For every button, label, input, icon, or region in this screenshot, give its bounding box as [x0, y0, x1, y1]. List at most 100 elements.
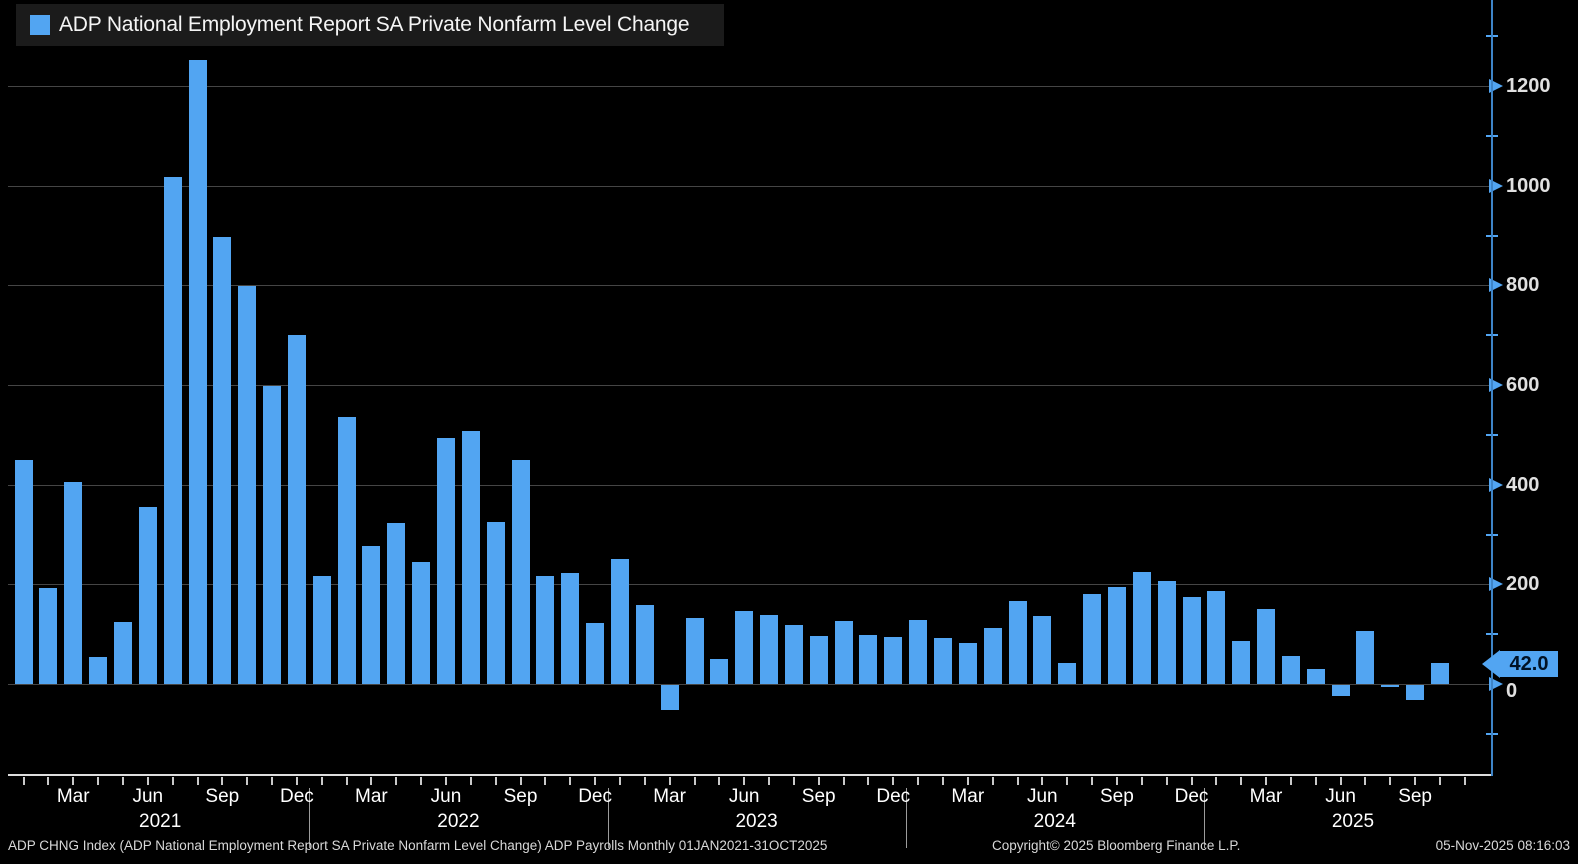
bar-sep-2021[interactable]: [213, 237, 232, 684]
bar-oct-2023[interactable]: [834, 620, 853, 684]
month-tick: [1091, 777, 1093, 785]
month-tick: [618, 777, 621, 785]
bar-jan-2023[interactable]: [610, 559, 629, 684]
bar-jun-2022[interactable]: [437, 437, 455, 684]
month-tick: [643, 777, 646, 785]
month-tick: [1165, 777, 1168, 785]
month-tick: [966, 777, 969, 785]
bar-mar-2022[interactable]: [362, 545, 381, 684]
bar-sep-2022[interactable]: [511, 460, 530, 684]
year-label: 2025: [1331, 811, 1375, 832]
month-tick: [519, 777, 522, 785]
month-label: Dec: [876, 786, 911, 807]
y-axis-tick-label: 800: [1506, 274, 1540, 297]
bar-jun-2021[interactable]: [138, 507, 157, 684]
month-tick: [1439, 777, 1441, 785]
bar-aug-2022[interactable]: [486, 522, 505, 684]
bar-jun-2025[interactable]: [1331, 685, 1350, 696]
bar-jan-2025[interactable]: [1207, 590, 1226, 684]
bar-dec-2023[interactable]: [884, 636, 903, 684]
grid-line-800: [8, 285, 1492, 287]
bar-feb-2024[interactable]: [934, 638, 952, 684]
bar-apr-2023[interactable]: [685, 618, 704, 684]
grid-line-1000: [8, 185, 1492, 187]
bar-dec-2021[interactable]: [287, 335, 306, 684]
grid-line-1200: [8, 86, 1492, 87]
month-tick: [1215, 777, 1218, 785]
month-label: Dec: [279, 786, 314, 807]
bar-mar-2025[interactable]: [1257, 609, 1275, 684]
bar-nov-2021[interactable]: [263, 385, 281, 684]
month-label: Sep: [503, 786, 538, 807]
bar-apr-2021[interactable]: [89, 657, 108, 684]
month-tick: [792, 777, 795, 785]
bar-apr-2025[interactable]: [1281, 655, 1300, 684]
month-label: Jun: [1325, 786, 1356, 807]
bar-sep-2024[interactable]: [1107, 587, 1126, 684]
bar-nov-2024[interactable]: [1157, 581, 1176, 684]
month-tick: [693, 777, 696, 785]
year-label: 2023: [735, 811, 778, 832]
bar-mar-2021[interactable]: [64, 482, 83, 684]
bar-jul-2022[interactable]: [461, 431, 480, 684]
bar-oct-2022[interactable]: [536, 575, 555, 684]
bar-jan-2022[interactable]: [312, 576, 331, 684]
grid-line-400: [8, 484, 1492, 486]
month-tick: [544, 777, 547, 785]
year-separator: [309, 788, 311, 848]
bar-may-2023[interactable]: [710, 659, 729, 684]
bar-may-2022[interactable]: [412, 561, 431, 684]
bar-oct-2025[interactable]: [1431, 663, 1449, 684]
month-label: Dec: [578, 786, 612, 807]
bar-jul-2024[interactable]: [1058, 662, 1077, 684]
month-tick: [370, 777, 373, 785]
month-label: Dec: [1174, 786, 1209, 807]
bar-feb-2023[interactable]: [635, 604, 654, 684]
bar-dec-2022[interactable]: [586, 623, 605, 684]
month-label: Sep: [1099, 786, 1134, 807]
bar-jun-2024[interactable]: [1033, 615, 1052, 684]
bar-jan-2021[interactable]: [14, 459, 33, 684]
bar-feb-2021[interactable]: [39, 588, 58, 684]
bar-jan-2024[interactable]: [909, 619, 928, 684]
bar-sep-2023[interactable]: [809, 635, 828, 684]
bar-aug-2023[interactable]: [784, 624, 803, 684]
bar-may-2021[interactable]: [113, 621, 132, 684]
y-axis-line: [1491, 0, 1493, 776]
bar-may-2024[interactable]: [1008, 600, 1027, 684]
month-label: Sep: [801, 786, 836, 807]
grid-line-0: [8, 684, 1492, 685]
month-label: Mar: [951, 786, 985, 807]
bar-jul-2023[interactable]: [760, 614, 778, 684]
bar-may-2025[interactable]: [1306, 669, 1325, 684]
month-tick: [395, 777, 398, 785]
legend-box[interactable]: ADP National Employment Report SA Privat…: [16, 4, 724, 46]
month-tick: [991, 777, 994, 785]
y-axis-tick-label: 400: [1506, 473, 1540, 496]
bar-dec-2024[interactable]: [1182, 597, 1201, 684]
bar-mar-2024[interactable]: [958, 643, 977, 684]
bar-apr-2022[interactable]: [387, 523, 406, 684]
bar-nov-2022[interactable]: [561, 572, 580, 684]
bar-jul-2021[interactable]: [163, 176, 182, 684]
footer: ADP CHNG Index (ADP National Employment …: [0, 834, 1578, 858]
bar-oct-2021[interactable]: [238, 286, 257, 684]
bar-sep-2025[interactable]: [1406, 685, 1425, 700]
bar-jun-2023[interactable]: [735, 611, 754, 684]
month-label: Mar: [653, 786, 686, 807]
bar-aug-2021[interactable]: [188, 59, 207, 684]
bar-feb-2025[interactable]: [1232, 640, 1251, 684]
bar-jul-2025[interactable]: [1356, 630, 1375, 684]
bar-oct-2024[interactable]: [1132, 572, 1151, 684]
bar-feb-2022[interactable]: [337, 417, 356, 684]
month-tick: [1389, 777, 1392, 785]
month-tick: [295, 777, 298, 785]
bar-aug-2025[interactable]: [1381, 685, 1400, 687]
bar-aug-2024[interactable]: [1083, 594, 1101, 684]
month-tick: [171, 777, 174, 785]
bar-nov-2023[interactable]: [859, 634, 878, 684]
bar-apr-2024[interactable]: [983, 627, 1002, 684]
month-tick: [271, 777, 273, 785]
month-tick: [718, 777, 721, 785]
bar-mar-2023[interactable]: [660, 685, 679, 710]
